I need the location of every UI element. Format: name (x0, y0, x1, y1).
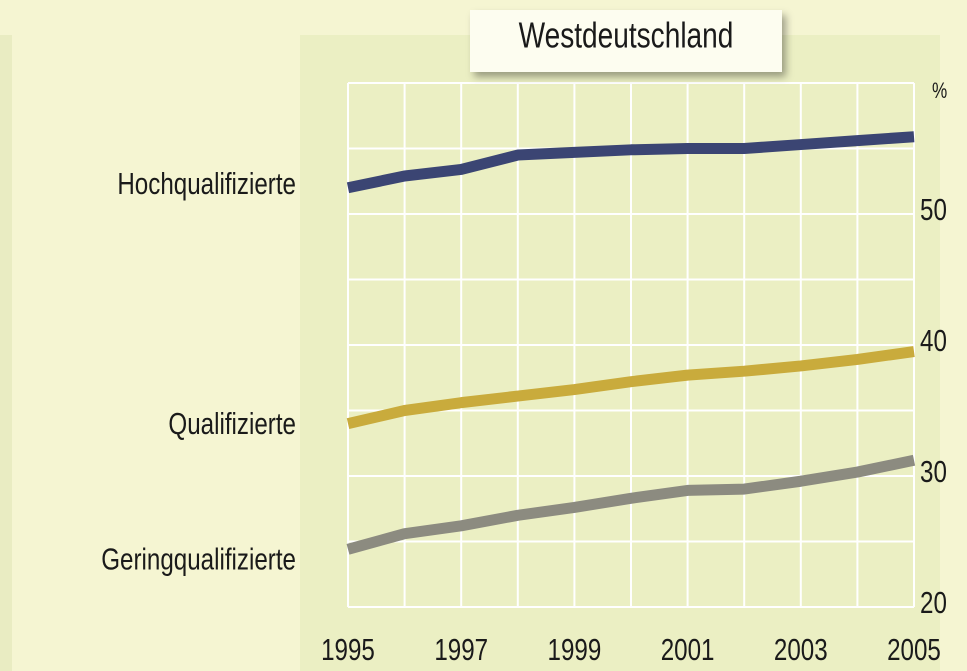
legend-label: Qualifizierte (168, 406, 296, 441)
y-axis-label: % (932, 79, 947, 104)
lines (346, 131, 916, 555)
series-line (346, 131, 915, 194)
plot-background (300, 35, 940, 671)
x-tick-label: 1997 (434, 632, 488, 667)
title-box (470, 10, 782, 72)
legend-label: Geringqualifizierte (101, 542, 296, 577)
x-tick-label: 1999 (548, 632, 602, 667)
x-tick-label: 1995 (321, 632, 375, 667)
x-tick-label: 2005 (887, 632, 941, 667)
x-tick-label: 2001 (661, 632, 715, 667)
y-tick-label: 50 (920, 192, 947, 227)
chart-title: Westdeutschland (519, 15, 734, 55)
legend-label: Hochqualifizierte (117, 166, 296, 201)
series-line (346, 454, 916, 555)
x-tick-label: 2003 (774, 632, 828, 667)
y-tick-label: 20 (920, 585, 947, 620)
series-line (346, 346, 915, 429)
y-tick-label: 30 (920, 454, 947, 489)
labels: 20 30 40 50 1995 1997 1999 2001 2003 2005% Hochqua… (101, 79, 947, 667)
side-panel (0, 35, 12, 671)
y-tick-label: 40 (920, 323, 947, 358)
